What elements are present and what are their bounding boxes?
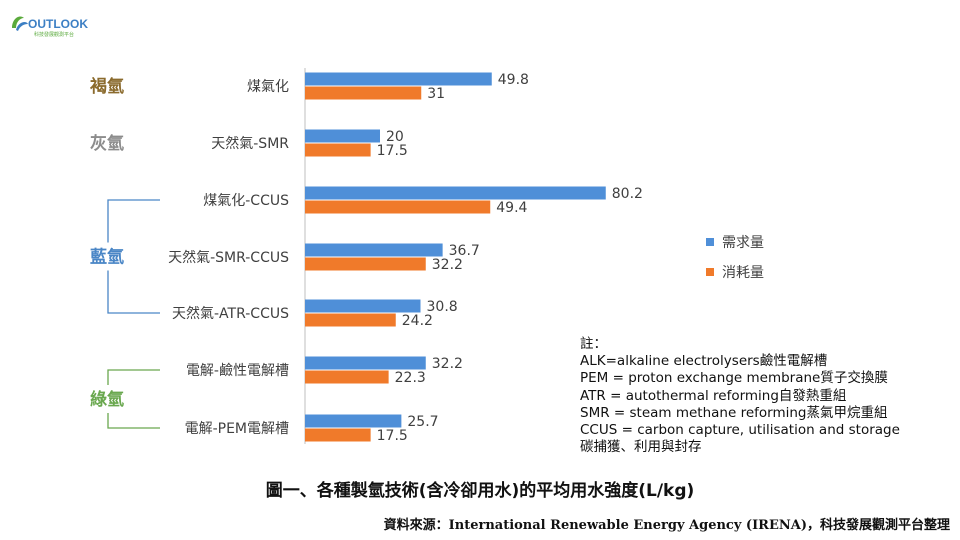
notes-line: ATR = autothermal reforming自發熱重組 [580,387,847,404]
notes-line: SMR = steam methane reforming蒸氣甲烷重組 [580,404,888,421]
bar-demand [305,299,421,313]
group-label-green: 綠氫 [90,389,124,410]
data-label: 49.4 [496,200,527,216]
bar-demand [305,129,380,143]
legend-item-consumption: 消耗量 [706,262,764,282]
category-label: 天然氣-SMR [211,135,289,152]
data-label: 17.5 [377,428,408,444]
group-bracket-bottom [107,413,160,429]
bar-consumption [305,257,426,271]
bar-demand [305,243,443,257]
data-label: 17.5 [377,143,408,159]
bar-consumption [305,428,371,442]
legend-label-consumption: 消耗量 [722,265,764,281]
data-label: 30.8 [427,299,458,315]
data-label: 36.7 [449,243,480,259]
bar-demand [305,186,606,200]
notes-line: 碳捕獲、利用與封存 [580,439,702,456]
outlook-logo: OUTLOOK 科技發展觀測平台 [12,16,88,38]
chart-title: 圖一、各種製氫技術(含冷卻用水)的平均用水強度(L/kg) [265,481,695,501]
bar-demand [305,356,426,370]
bar-demand [305,72,492,86]
bar-consumption [305,143,371,157]
bar-consumption [305,200,491,214]
data-label: 31 [427,86,445,102]
data-label: 32.2 [432,257,463,273]
data-label: 49.8 [498,72,529,88]
logo-subtitle: 科技發展觀測平台 [34,31,74,38]
data-label: 32.2 [432,356,463,372]
category-label: 電解-鹼性電解槽 [186,362,289,379]
notes-heading: 註： [580,336,607,352]
group-bracket-top [107,369,160,385]
notes-line: CCUS = carbon capture, utilisation and s… [580,422,900,439]
notes-block: 註： ALK=alkaline electrolysers鹼性電解槽 PEM =… [580,336,900,456]
bar-demand [305,414,402,428]
chart-legend: 需求量 消耗量 [706,232,764,292]
group-label-brown: 褐氫 [89,76,124,97]
group-label-grey: 灰氫 [90,133,124,154]
logo-leaf-icon [12,16,28,31]
group-bracket-top [107,199,160,243]
data-label: 22.3 [395,370,426,386]
notes-line: PEM = proton exchange membrane質子交換膜 [580,370,888,387]
legend-item-demand: 需求量 [706,232,764,252]
bar-consumption [305,313,396,327]
logo-text: OUTLOOK [28,17,88,31]
legend-label-demand: 需求量 [722,235,764,251]
category-label: 煤氣化-CCUS [203,193,289,209]
legend-swatch-demand [706,238,714,246]
legend-swatch-consumption [706,268,714,276]
category-label: 電解-PEM電解槽 [185,421,289,437]
category-label: 天然氣-SMR-CCUS [168,249,289,266]
category-label: 煤氣化 [247,79,289,95]
group-label-blue: 藍氫 [90,247,124,268]
data-label: 24.2 [402,313,433,329]
source-credit: 資料來源：International Renewable Energy Agen… [383,518,950,533]
group-bracket-bottom [107,270,160,314]
data-label: 25.7 [407,414,438,430]
bar-consumption [305,86,422,100]
category-label: 天然氣-ATR-CCUS [172,305,289,322]
data-label: 20 [386,129,404,145]
bar-consumption [305,370,389,384]
notes-line: ALK=alkaline electrolysers鹼性電解槽 [580,353,828,370]
data-label: 80.2 [612,186,643,202]
